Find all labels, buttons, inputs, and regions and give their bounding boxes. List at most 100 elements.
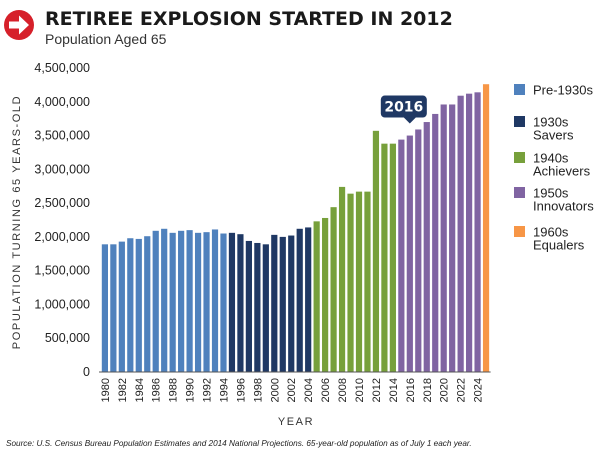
x-tick-label: 1996 (235, 378, 247, 402)
bar-1992 (203, 232, 210, 372)
x-tick-label: 2020 (439, 378, 451, 402)
bar-2014 (389, 143, 396, 372)
bar-2022 (457, 95, 464, 372)
x-tick-label: 1988 (168, 378, 180, 402)
x-tick-label: 1992 (202, 378, 214, 402)
bar-2003 (296, 228, 303, 372)
bar-2020 (440, 104, 447, 372)
bar-2017 (415, 129, 422, 372)
legend-swatch-innovators (514, 187, 525, 198)
bar-1997 (245, 240, 252, 372)
x-tick-label: 1982 (117, 378, 129, 402)
x-tick-label: 2008 (337, 378, 349, 402)
bar-2008 (338, 186, 346, 372)
x-tick-label: 2024 (473, 378, 485, 402)
callout-box (380, 95, 427, 118)
legend-swatch-achievers (514, 152, 525, 163)
bar-1980 (101, 244, 108, 372)
bar-2024 (474, 92, 481, 372)
bar-2012 (372, 130, 380, 372)
x-tick-label: 2000 (269, 378, 281, 402)
x-tick-label: 2002 (286, 378, 298, 402)
arrow-right-icon (4, 10, 34, 40)
bar-2006 (322, 217, 329, 372)
legend-sublabel-savers: Savers (533, 128, 574, 143)
bar-1985 (144, 236, 151, 372)
y-tick-label: 3,500,000 (34, 129, 90, 143)
bar-1991 (194, 232, 202, 372)
y-tick-label: 2,500,000 (34, 196, 90, 210)
x-axis-label: YEAR (278, 416, 314, 428)
chart-subtitle: Population Aged 65 (45, 31, 167, 47)
legend-sublabel-equalers: Equalers (533, 238, 585, 253)
bar-1982 (118, 241, 125, 372)
x-tick-label: 2016 (405, 378, 417, 402)
legend-label-achievers: 1940s (533, 151, 569, 166)
bar-1990 (186, 230, 193, 372)
legend-swatch-savers (514, 116, 525, 127)
bar-1998 (254, 242, 261, 372)
callout-label: 2016 (384, 100, 423, 116)
y-axis-label: POPULATION TURNING 65 YEARS-OLD (11, 95, 23, 349)
legend-label-savers: 1930s (533, 115, 569, 130)
legend-label-equalers: 1960s (533, 225, 569, 240)
x-tick-label: 1986 (151, 378, 163, 402)
legend-sublabel-innovators: Innovators (533, 199, 594, 214)
x-tick-label: 2018 (422, 378, 434, 402)
legend-sublabel-achievers: Achievers (533, 164, 591, 179)
bar-2002 (288, 235, 295, 372)
bar-2018 (423, 122, 430, 373)
bar-2025 (482, 84, 490, 373)
bar-1995 (228, 232, 236, 372)
bar-2023 (466, 93, 473, 372)
x-tick-label: 2022 (456, 378, 468, 402)
bar-2005 (313, 221, 320, 372)
bar-2004 (305, 227, 312, 372)
bar-2013 (381, 143, 388, 372)
y-tick-label: 4,500,000 (34, 61, 90, 75)
y-tick-label: 1,500,000 (34, 264, 90, 278)
legend-label-pre1930: Pre-1930s (533, 83, 593, 98)
bar-1989 (178, 230, 185, 372)
y-tick-label: 4,000,000 (34, 95, 90, 109)
bar-1988 (169, 232, 176, 372)
bar-1984 (135, 238, 142, 372)
bar-2010 (355, 191, 363, 372)
chart-title: RETIREE EXPLOSION STARTED IN 2012 (45, 8, 453, 30)
x-tick-label: 2010 (354, 378, 366, 402)
bars (101, 84, 490, 373)
bar-2001 (279, 236, 286, 372)
bar-1987 (161, 228, 168, 372)
x-tick-label: 1990 (185, 378, 197, 402)
bar-2021 (449, 104, 456, 372)
x-tick-label: 2006 (320, 378, 332, 402)
bar-2000 (271, 234, 278, 372)
bar-2007 (330, 207, 337, 372)
bar-2019 (432, 113, 439, 372)
y-tick-label: 0 (83, 365, 90, 379)
x-tick-label: 1984 (134, 378, 146, 402)
bar-1981 (110, 244, 117, 372)
x-tick-label: 1994 (218, 378, 230, 402)
legend-swatch-equalers (514, 226, 525, 237)
callout-pointer (403, 117, 416, 124)
x-tick-label: 2004 (303, 378, 315, 402)
bar-2011 (364, 191, 371, 372)
x-tick-label: 2012 (371, 378, 383, 402)
bar-1996 (237, 234, 244, 372)
y-tick-label: 3,000,000 (34, 162, 90, 176)
legend-swatch-pre1930 (514, 84, 525, 95)
y-tick-label: 500,000 (45, 331, 90, 345)
y-tick-label: 2,000,000 (34, 230, 90, 244)
x-tick-label: 2014 (388, 378, 400, 402)
bar-1986 (152, 230, 159, 372)
bar-2009 (347, 193, 354, 372)
bar-1994 (220, 233, 227, 372)
x-axis-ticks: 1980 1982 1984 1986 1988 1990 1992 1994 1996 1998… (100, 378, 485, 402)
x-tick-label: 1980 (100, 378, 112, 402)
source-note: Source: U.S. Census Bureau Population Es… (6, 439, 472, 448)
y-axis-ticks: 0 500,000 1,000,000 1,500,000 2,000,000 2,500… (34, 61, 90, 379)
y-tick-label: 1,000,000 (34, 297, 90, 311)
